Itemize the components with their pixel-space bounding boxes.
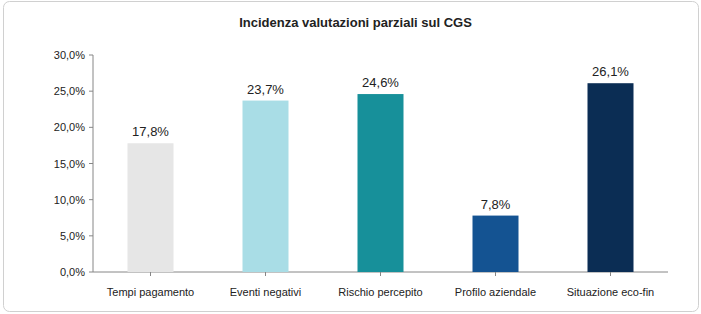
y-tick [89,163,93,164]
data-label: 17,8% [132,124,169,139]
bar [358,94,404,272]
x-tick [380,272,381,276]
bar [588,83,634,272]
x-tick-label: Profilo aziendale [455,286,536,298]
y-tick-label: 30,0% [54,49,85,61]
y-tick-label: 25,0% [54,85,85,97]
bar [473,216,519,272]
x-tick-label: Tempi pagamento [107,286,194,298]
x-tick-label: Situazione eco-fin [567,286,654,298]
y-tick [89,235,93,236]
x-tick [265,272,266,276]
y-tick [89,91,93,92]
y-tick-label: 15,0% [54,158,85,170]
x-tick [495,272,496,276]
y-tick-label: 10,0% [54,194,85,206]
bars [128,83,634,272]
data-label: 7,8% [481,197,511,212]
data-label: 23,7% [247,82,284,97]
y-tick-label: 20,0% [54,121,85,133]
x-tick-label: Rischio percepito [338,286,422,298]
chart-border [4,2,699,312]
y-tick-label: 0,0% [60,266,85,278]
bar [128,143,174,272]
title: Incidenza valutazioni parziali sul CGS [239,15,472,30]
x-tick-label: Eventi negativi [230,286,302,298]
y-tick-label: 5,0% [60,230,85,242]
chart: Incidenza valutazioni parziali sul CGS 0,… [0,0,701,314]
y-tick [89,127,93,128]
x-tick [610,272,611,276]
y-tick [89,199,93,200]
y-tick [89,55,93,56]
bar [243,101,289,272]
x-tick [150,272,151,276]
data-label: 24,6% [362,75,399,90]
y-tick [89,272,93,273]
data-label: 26,1% [592,64,629,79]
